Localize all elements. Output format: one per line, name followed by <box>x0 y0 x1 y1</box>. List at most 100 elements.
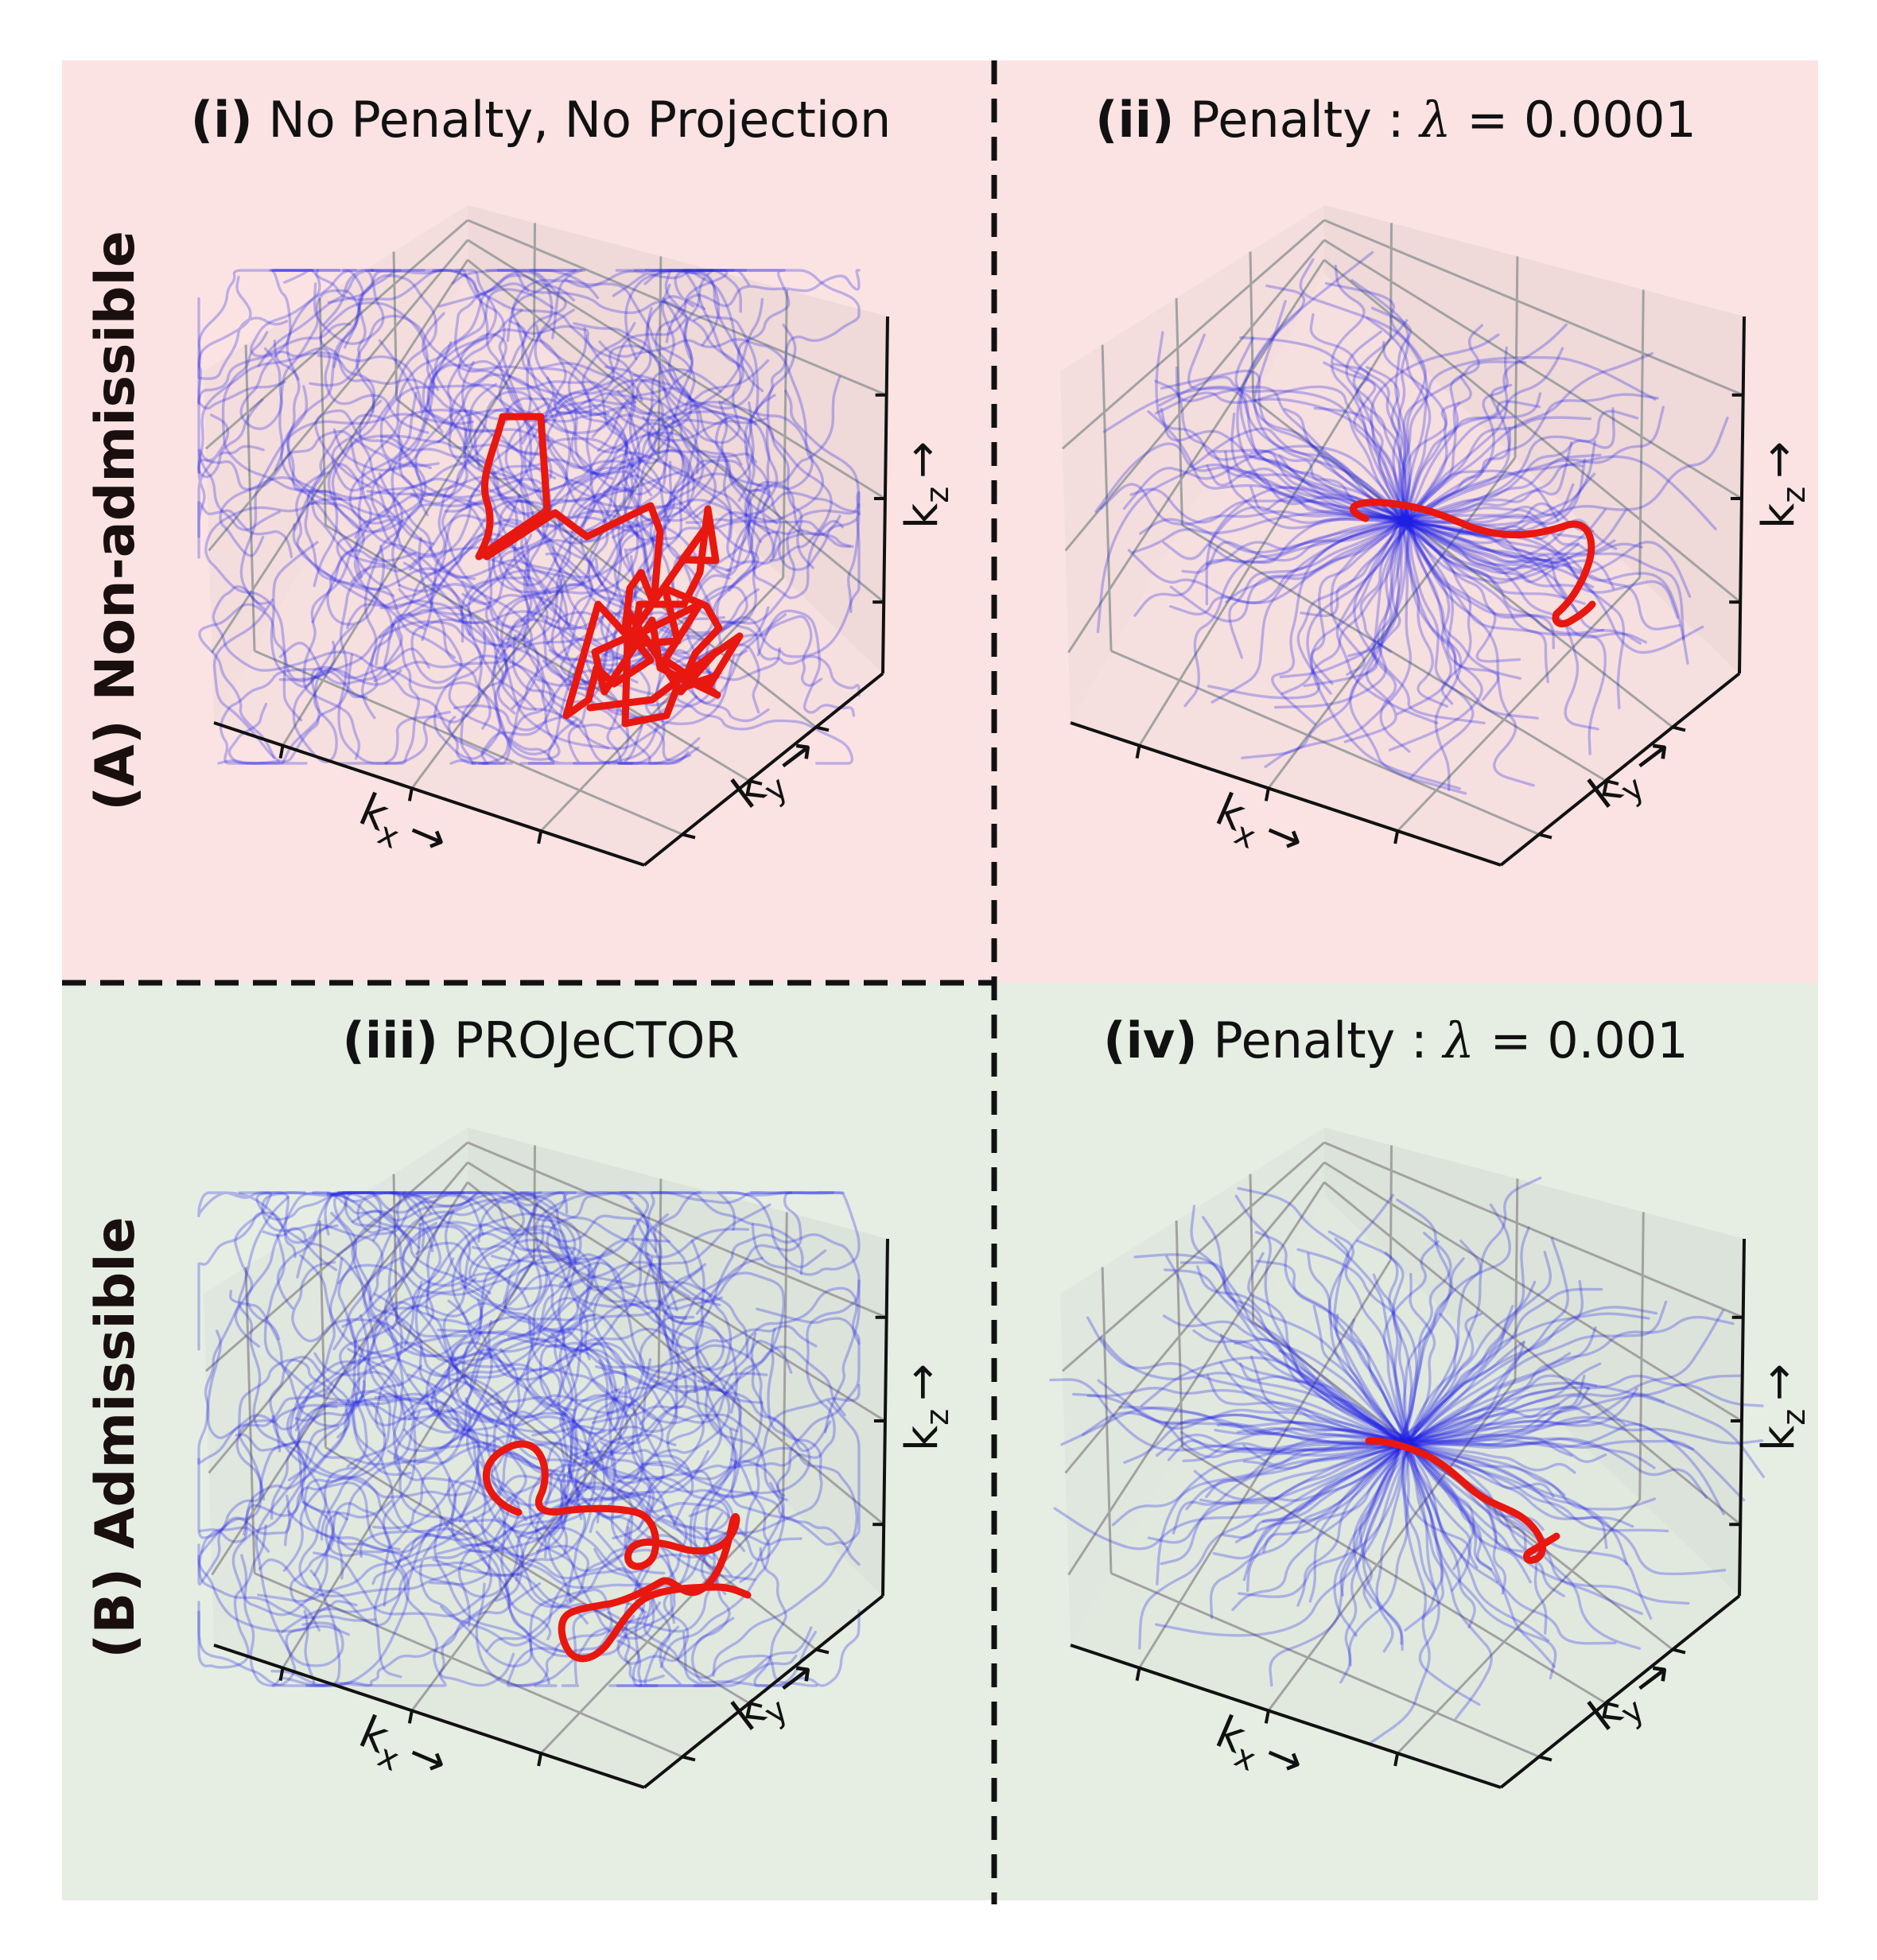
trajectory-line <box>295 471 394 699</box>
row-label-a: (A) Non-admissible <box>84 231 147 811</box>
trajectory-line <box>1102 386 1410 519</box>
trajectory-line <box>1409 1438 1556 1668</box>
trajectory-line <box>1398 518 1449 708</box>
panel-iv-z-label-arrow: → <box>1753 1364 1805 1401</box>
trajectory-line <box>1049 1378 1410 1452</box>
trajectory-line <box>451 269 742 404</box>
trajectory-line <box>459 1367 665 1603</box>
panel-iv-title-text: Penalty : <box>1213 1011 1443 1069</box>
trajectory-line <box>422 309 682 499</box>
trajectory-line <box>561 483 700 765</box>
trajectory-line <box>1247 1252 1408 1443</box>
trajectory-line <box>473 404 729 470</box>
trajectory-line <box>753 1547 861 1687</box>
trajectory-line <box>1096 463 1401 634</box>
trajectory-line <box>1348 518 1467 795</box>
trajectory-line <box>351 1191 569 1388</box>
trajectory-line <box>274 269 364 472</box>
trajectory-line <box>520 321 636 622</box>
trajectory-line <box>281 1422 481 1634</box>
trajectory-line <box>1339 1442 1404 1597</box>
trajectory-line <box>303 1502 410 1687</box>
trajectory-line <box>1399 1287 1603 1444</box>
trajectory-line <box>1213 448 1405 527</box>
trajectory-line <box>1273 521 1402 709</box>
trajectory-line <box>1219 1361 1403 1440</box>
trajectory-line <box>237 1358 349 1501</box>
trajectory-line <box>440 1567 646 1687</box>
panel-i-x-tick <box>537 830 543 844</box>
trajectory-line <box>197 1320 357 1465</box>
trajectory-line <box>379 322 652 470</box>
trajectory-line <box>1404 1279 1584 1442</box>
trajectory-line <box>468 382 743 493</box>
trajectory-line <box>231 1364 423 1617</box>
trajectory-line <box>1303 521 1405 688</box>
trajectory-line <box>1402 522 1580 584</box>
trajectory-line <box>1242 1437 1411 1470</box>
panel-i-gridlines <box>204 219 888 836</box>
trajectory-line <box>1349 1318 1412 1442</box>
trajectory-line <box>1405 521 1500 701</box>
trajectory-line <box>336 1301 512 1473</box>
trajectory-line <box>1332 363 1413 522</box>
trajectory-line <box>1123 1408 1407 1464</box>
trajectory-line <box>472 1244 768 1394</box>
trajectory-line <box>1222 1446 1402 1539</box>
trajectory-line <box>752 491 861 614</box>
panel-ii-y-tick <box>1605 779 1619 786</box>
trajectory-line <box>661 269 756 410</box>
panel-ii-y-tick <box>1672 725 1686 732</box>
panel-iii-axes <box>213 1238 889 1789</box>
trajectory-line <box>647 1191 792 1358</box>
trajectory-line <box>1408 1340 1525 1442</box>
trajectory-line <box>235 1348 416 1466</box>
trajectory-line <box>613 431 757 537</box>
trajectory-line <box>575 1492 735 1665</box>
trajectory-line <box>1310 518 1409 685</box>
trajectory-line <box>262 1227 466 1338</box>
trajectory-line <box>1333 1438 1409 1637</box>
trajectory-line <box>1397 1438 1476 1629</box>
panel-iii-y-tick <box>748 1702 763 1708</box>
trajectory-line <box>1330 516 1401 676</box>
trajectory-line <box>558 332 635 586</box>
trajectory-line <box>408 514 639 684</box>
trajectory-line <box>1164 1268 1413 1441</box>
trajectory-line <box>1323 361 1401 526</box>
trajectory-line <box>479 1461 688 1640</box>
trajectory-line <box>1399 518 1704 654</box>
trajectory-line <box>414 402 612 587</box>
trajectory-line <box>1053 1441 1403 1551</box>
trajectory-line <box>1335 522 1439 724</box>
trajectory-line <box>1401 360 1527 526</box>
trajectory-line <box>663 1191 834 1352</box>
trajectory-line <box>457 1316 581 1628</box>
trajectory-line <box>521 269 674 475</box>
trajectory-line <box>1408 1438 1493 1720</box>
trajectory-line <box>309 269 402 387</box>
trajectory-line <box>612 409 756 596</box>
panel-iii-highlighted-trajectory <box>483 1440 752 1663</box>
trajectory-line <box>1192 1329 1403 1446</box>
panel-i-y-tick <box>682 833 696 840</box>
trajectory-line <box>299 1254 707 1378</box>
trajectory-line <box>1081 1411 1401 1442</box>
trajectory-line <box>750 426 844 600</box>
trajectory-line <box>337 438 451 765</box>
trajectory-line <box>1269 1445 1413 1687</box>
trajectory-line <box>1372 1273 1408 1446</box>
trajectory-line <box>1162 506 1411 561</box>
trajectory-line <box>686 491 861 524</box>
trajectory-line <box>304 494 540 710</box>
trajectory-line <box>1193 1439 1413 1502</box>
trajectory-line <box>647 359 770 658</box>
trajectory-line <box>408 1337 738 1469</box>
trajectory-line <box>1405 521 1472 705</box>
trajectory-line <box>1402 1312 1650 1448</box>
trajectory-line <box>1382 1240 1440 1441</box>
trajectory-line <box>284 1314 596 1547</box>
trajectory-line <box>485 269 584 340</box>
trajectory-line <box>229 1290 366 1428</box>
trajectory-line <box>461 1298 674 1419</box>
